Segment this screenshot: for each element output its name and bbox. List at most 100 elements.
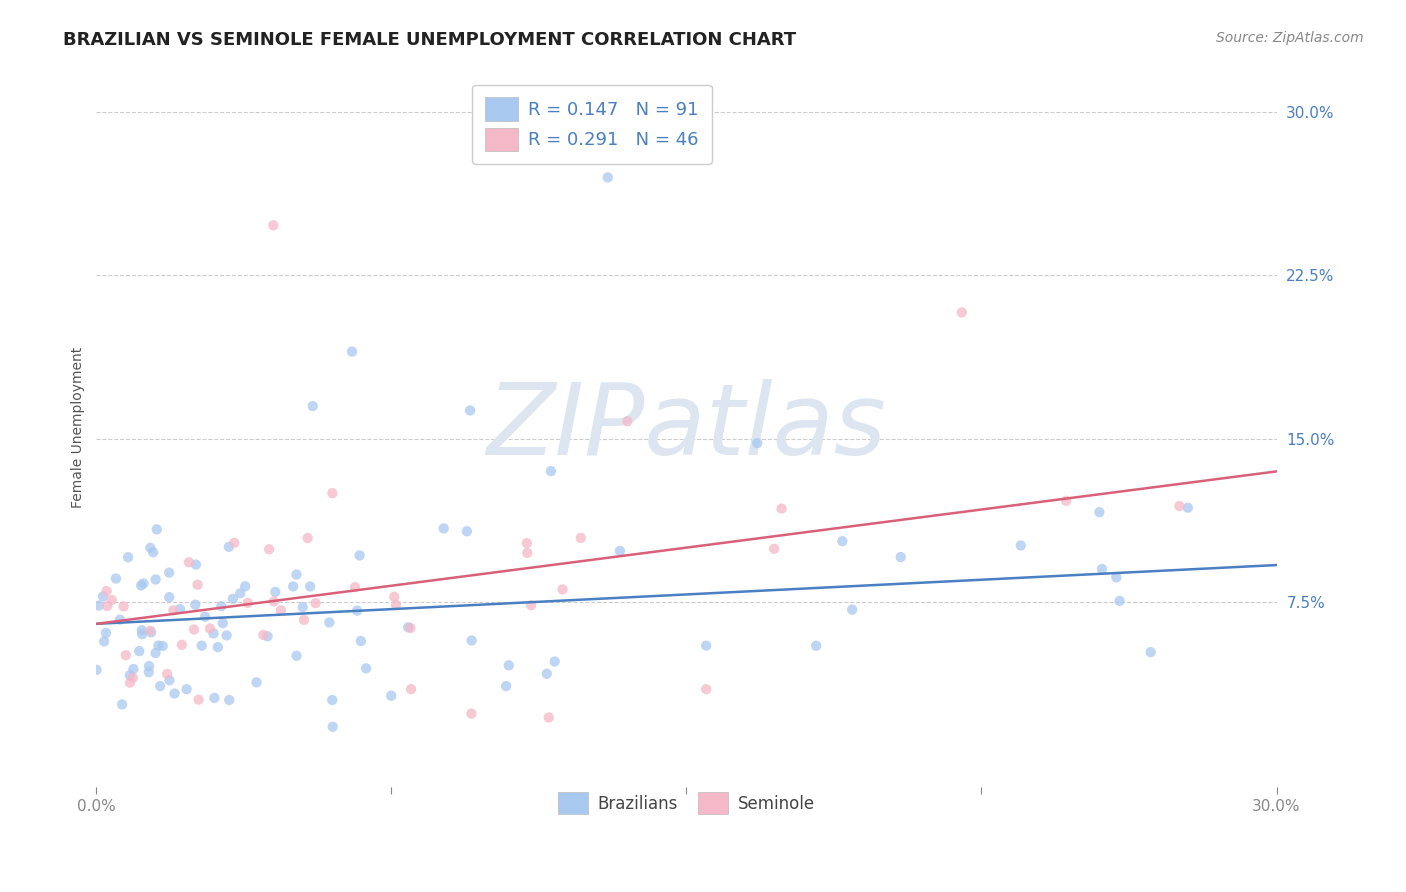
Point	[202, 690, 225, 705]
Point	[209, 599, 232, 614]
Point	[118, 675, 141, 690]
Point	[382, 590, 405, 604]
Point	[285, 567, 308, 582]
Point	[354, 661, 377, 675]
Point	[321, 693, 343, 707]
Point	[340, 344, 363, 359]
Point	[695, 639, 717, 653]
Point	[218, 540, 240, 554]
Point	[138, 659, 160, 673]
Point	[1168, 499, 1191, 513]
Point	[458, 403, 481, 417]
Point	[184, 598, 207, 612]
Point	[198, 622, 221, 636]
Point	[122, 662, 145, 676]
Legend: Brazilians, Seminole: Brazilians, Seminole	[546, 780, 827, 826]
Point	[96, 599, 118, 613]
Point	[128, 644, 150, 658]
Point	[169, 602, 191, 616]
Point	[540, 464, 562, 478]
Point	[170, 638, 193, 652]
Y-axis label: Female Unemployment: Female Unemployment	[72, 347, 86, 508]
Point	[112, 599, 135, 614]
Point	[1010, 539, 1032, 553]
Point	[301, 399, 323, 413]
Point	[285, 648, 308, 663]
Point	[747, 436, 769, 450]
Point	[114, 648, 136, 663]
Point	[101, 593, 124, 607]
Point	[1108, 594, 1130, 608]
Point	[516, 536, 538, 550]
Point	[162, 603, 184, 617]
Point	[149, 679, 172, 693]
Point	[194, 609, 217, 624]
Point	[346, 604, 368, 618]
Point	[163, 686, 186, 700]
Point	[86, 663, 108, 677]
Point	[1105, 570, 1128, 584]
Point	[245, 675, 267, 690]
Text: BRAZILIAN VS SEMINOLE FEMALE UNEMPLOYMENT CORRELATION CHART: BRAZILIAN VS SEMINOLE FEMALE UNEMPLOYMEN…	[63, 31, 796, 49]
Point	[93, 634, 115, 648]
Point	[396, 620, 419, 634]
Point	[1139, 645, 1161, 659]
Point	[283, 579, 305, 593]
Point	[256, 629, 278, 643]
Point	[157, 590, 180, 604]
Point	[1088, 505, 1111, 519]
Point	[138, 665, 160, 680]
Point	[841, 602, 863, 616]
Point	[157, 566, 180, 580]
Point	[224, 536, 246, 550]
Point	[609, 544, 631, 558]
Point	[87, 599, 110, 613]
Point	[129, 578, 152, 592]
Point	[145, 646, 167, 660]
Point	[297, 531, 319, 545]
Point	[299, 579, 322, 593]
Point	[349, 549, 371, 563]
Point	[460, 706, 482, 721]
Point	[520, 599, 543, 613]
Point	[132, 576, 155, 591]
Point	[456, 524, 478, 539]
Point	[495, 679, 517, 693]
Point	[218, 693, 240, 707]
Point	[190, 639, 212, 653]
Point	[831, 534, 853, 549]
Point	[187, 577, 209, 591]
Point	[433, 521, 456, 535]
Point	[1054, 493, 1077, 508]
Point	[131, 623, 153, 637]
Point	[498, 658, 520, 673]
Text: ZIPatlas: ZIPatlas	[486, 379, 886, 476]
Point	[806, 639, 828, 653]
Point	[111, 698, 134, 712]
Point	[159, 673, 181, 688]
Point	[321, 486, 343, 500]
Point	[202, 626, 225, 640]
Point	[176, 682, 198, 697]
Point	[537, 710, 560, 724]
Text: Source: ZipAtlas.com: Source: ZipAtlas.com	[1216, 31, 1364, 45]
Point	[695, 682, 717, 697]
Point	[763, 541, 786, 556]
Point	[950, 305, 973, 319]
Point	[207, 640, 229, 655]
Point	[104, 572, 127, 586]
Point	[350, 634, 373, 648]
Point	[252, 628, 274, 642]
Point	[1177, 500, 1199, 515]
Point	[122, 671, 145, 685]
Point	[569, 531, 592, 545]
Point	[118, 668, 141, 682]
Point	[229, 586, 252, 600]
Point	[131, 627, 153, 641]
Point	[318, 615, 340, 630]
Point	[96, 584, 118, 599]
Point	[211, 616, 233, 631]
Point	[322, 720, 344, 734]
Point	[142, 545, 165, 559]
Point	[551, 582, 574, 597]
